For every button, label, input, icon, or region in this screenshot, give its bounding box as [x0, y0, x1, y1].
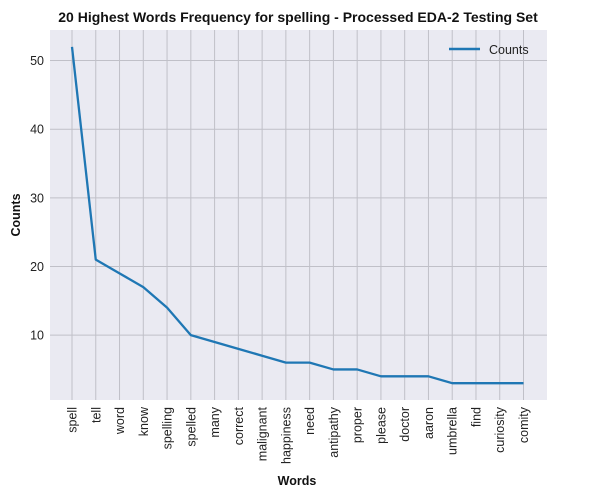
x-tick-label: curiosity — [493, 406, 507, 453]
grid-lines — [50, 30, 547, 400]
x-tick-label: spell — [66, 407, 80, 433]
x-tick-label: umbrella — [446, 407, 460, 455]
x-tick-label: malignant — [256, 406, 270, 461]
chart-title: 20 Highest Words Frequency for spelling … — [58, 9, 538, 25]
x-tick-label: need — [303, 407, 317, 435]
x-tick-label: know — [137, 406, 151, 436]
x-axis-label: Words — [278, 474, 317, 488]
series-line-counts — [70, 46, 524, 385]
x-tick-label: please — [374, 407, 388, 444]
y-tick-label: 20 — [30, 260, 44, 274]
x-tick-label: spelled — [184, 407, 198, 447]
x-tick-label: proper — [351, 407, 365, 443]
x-tick-label: many — [208, 406, 222, 437]
x-tick-label: comity — [517, 406, 531, 443]
x-tick-label: tell — [89, 407, 103, 423]
x-tick-label: correct — [232, 406, 246, 445]
y-tick-label: 40 — [30, 123, 44, 137]
x-tick-label: doctor — [398, 407, 412, 442]
plot-area — [50, 30, 547, 400]
y-tick-labels: 10 20 30 40 50 — [30, 54, 44, 343]
x-tick-labels: spell tell word know spelling spelled many corr… — [66, 406, 532, 464]
y-tick-label: 30 — [30, 191, 44, 205]
x-tick-label: find — [469, 407, 483, 427]
y-tick-label: 50 — [30, 54, 44, 68]
x-tick-label: antipathy — [327, 406, 341, 457]
x-tick-label: aaron — [422, 407, 436, 439]
x-tick-label: spelling — [161, 407, 175, 449]
series-lines — [70, 46, 524, 385]
x-tick-label: happiness — [279, 407, 293, 464]
y-tick-label: 10 — [30, 329, 44, 343]
legend-label-counts: Counts — [489, 43, 529, 57]
x-tick-label: word — [113, 407, 127, 435]
legend: Counts — [449, 43, 529, 57]
y-axis-label: Counts — [9, 193, 23, 236]
